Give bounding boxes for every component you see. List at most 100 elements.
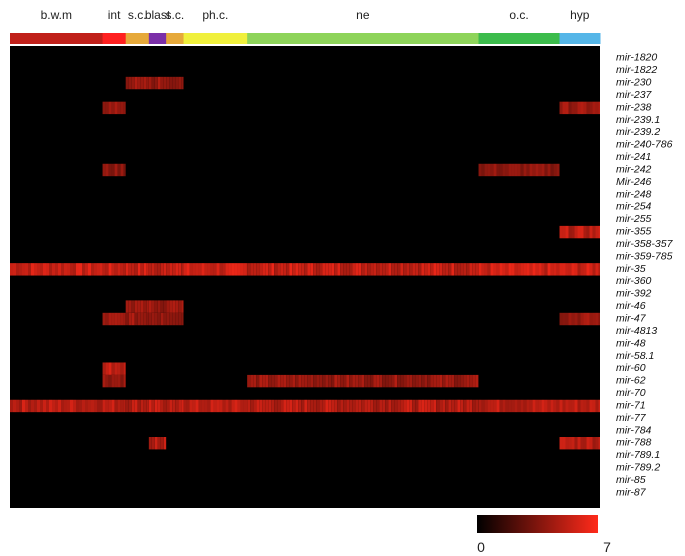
cell-mir-71-s.c. [172,399,176,413]
cell-mir-62-ne [277,374,281,388]
cell-mir-71-b.w.m [94,399,97,413]
cell-mir-35-int [120,263,124,276]
group-label-6: ne [356,8,370,22]
cell-mir-62-ne [271,374,275,388]
cell-mir-238-hyp [589,101,593,115]
cell-mir-238-hyp [583,101,587,115]
cell-mir-35-s.c. [140,263,144,276]
cell-mir-355-hyp [574,225,578,239]
cell-mir-71-ne [256,399,260,413]
cell-mir-71-ne [334,399,338,413]
cell-mir-35-o.c. [526,263,530,276]
scale-min-label: 0 [477,539,485,555]
cell-mir-35-blast [151,263,155,276]
cell-mir-71-o.c. [532,399,536,413]
cell-mir-35-ne [424,263,428,276]
cell-mir-71-ne [475,399,479,413]
cell-mir-71-ne [259,399,263,413]
group-segment-4 [166,33,185,44]
cell-mir-35-s.c. [146,263,149,276]
cell-mir-35-o.c. [532,263,536,276]
cell-mir-35-ne [301,263,305,276]
cell-mir-238-int [120,101,124,115]
cell-mir-47-hyp [562,312,566,326]
cell-mir-71-o.c. [520,399,524,413]
group-label-3: blast [145,8,171,22]
cell-mir-230-blast [154,76,158,90]
cell-mir-242-int [114,163,118,177]
cell-mir-35-hyp [559,263,563,276]
cell-mir-35-ne [358,263,362,276]
group-label-1: int [108,8,121,22]
cell-mir-62-ne [262,374,266,388]
cell-mir-71-ne [415,399,419,413]
cell-mir-35-ne [271,263,275,276]
cell-mir-47-hyp [577,312,581,326]
cell-mir-35-b.w.m [94,263,97,276]
cell-mir-35-ph.c. [207,263,211,276]
cell-mir-35-ne [448,263,452,276]
cell-mir-35-s.c. [172,263,176,276]
cell-mir-242-o.c. [541,163,545,177]
cell-mir-60-int [102,362,106,375]
cell-mir-71-hyp [562,399,566,413]
cell-mir-71-ne [250,399,254,413]
cell-mir-71-s.c. [146,399,149,413]
cell-mir-71-ne [448,399,452,413]
cell-mir-62-ne [436,374,440,388]
cell-mir-35-ph.c. [201,263,205,276]
cell-mir-62-ne [457,374,461,388]
row-labels: mir-1820mir-1822mir-230mir-237mir-238mir… [616,52,674,499]
cell-mir-71-ph.c. [210,399,214,413]
cell-mir-71-hyp [577,399,581,413]
cell-mir-47-s.c. [131,312,135,326]
cell-mir-46-s.c. [146,300,149,313]
cell-mir-71-ph.c. [186,399,190,413]
group-label-4: s.c. [166,8,185,22]
cell-mir-230-s.c. [175,76,179,90]
cell-mir-35-hyp [562,263,566,276]
cell-mir-230-s.c. [169,76,173,90]
cell-mir-60-int [108,362,112,375]
cell-mir-71-ph.c. [192,399,196,413]
cell-mir-47-int [105,312,109,326]
cell-mir-71-blast [154,399,158,413]
cell-mir-71-b.w.m [58,399,61,413]
cell-mir-35-ne [388,263,392,276]
row-label-7: mir-240-786 [616,139,673,151]
cell-mir-788-hyp [595,437,599,450]
cell-mir-71-ne [376,399,380,413]
cell-mir-35-b.w.m [34,263,37,276]
cell-mir-62-int [105,374,109,388]
cell-mir-35-b.w.m [46,263,49,276]
cell-mir-47-s.c. [137,312,141,326]
cell-mir-71-ne [319,399,323,413]
cell-mir-35-o.c. [541,263,545,276]
cell-mir-62-ne [427,374,431,388]
cell-mir-71-ne [403,399,407,413]
cell-mir-230-s.c. [181,76,184,90]
cell-mir-71-int [117,399,121,413]
cell-mir-35-hyp [586,263,590,276]
cell-mir-35-hyp [577,263,581,276]
cell-mir-71-hyp [559,399,563,413]
cell-mir-35-s.c. [178,263,182,276]
cell-mir-35-ne [364,263,368,276]
cell-mir-62-ne [445,374,449,388]
cell-mir-71-ne [430,399,434,413]
cell-mir-71-o.c. [526,399,530,413]
cell-mir-60-int [123,362,126,375]
group-segment-7 [478,33,561,44]
cell-mir-71-b.w.m [16,399,19,413]
cell-mir-71-ne [472,399,476,413]
cell-mir-230-blast [148,76,152,90]
cell-mir-47-int [108,312,112,326]
cell-mir-71-ne [313,399,317,413]
cell-mir-35-ne [256,263,260,276]
cell-mir-35-b.w.m [85,263,88,276]
cell-mir-71-ph.c. [207,399,211,413]
cell-mir-35-ne [247,263,251,276]
cell-mir-71-ph.c. [237,399,241,413]
cell-mir-47-int [120,312,124,326]
cell-mir-71-s.c. [169,399,173,413]
